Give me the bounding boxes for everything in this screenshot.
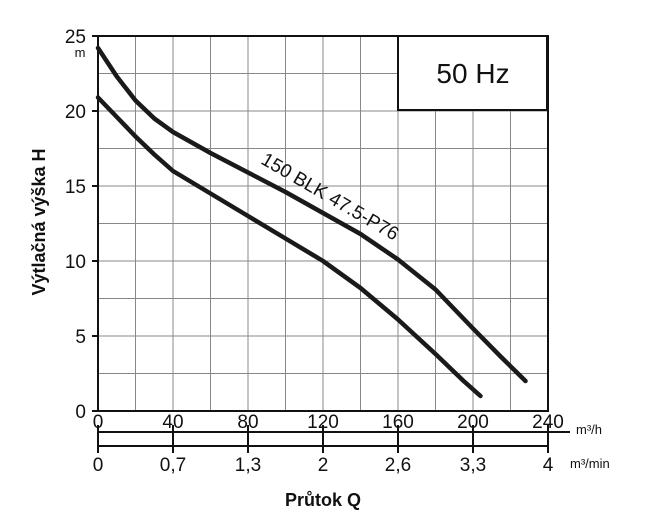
x-tick-label: 40 (162, 412, 183, 433)
x2-tick-label: 0 (93, 455, 104, 476)
x-axis-unit-primary: m³/h (576, 422, 602, 437)
y-tick-label: 0 (75, 402, 86, 423)
x2-tick-label: 2 (318, 455, 329, 476)
x-tick-label: 120 (307, 412, 339, 433)
plot-border (97, 35, 549, 412)
y-axis-unit: m (75, 45, 86, 60)
y-tick-label: 25 (65, 27, 86, 48)
x-axis-title: Průtok Q (285, 490, 361, 510)
x-tick-label: 200 (457, 412, 489, 433)
y-axis: 0 5 10 15 20 25 (65, 27, 98, 423)
y-axis-title: Výtlačná výška H (29, 148, 49, 295)
x2-tick-label: 2,6 (385, 455, 411, 476)
x-axis-secondary: 0 0,7 1,3 2 2,6 3,3 4 (93, 439, 554, 476)
plot-frame (97, 35, 549, 412)
x2-tick-label: 0,7 (160, 455, 186, 476)
y-tick-label: 15 (65, 177, 86, 198)
frequency-box: 50 Hz (397, 35, 548, 111)
curve-label-1: 150 BLK 47.5-P76 (257, 149, 402, 245)
curves (95, 45, 528, 399)
x-tick-label: 240 (532, 412, 564, 433)
frequency-label: 50 Hz (436, 58, 509, 89)
y-tick-label: 5 (75, 327, 86, 348)
y-tick-label: 20 (65, 102, 86, 123)
x2-tick-label: 1,3 (235, 455, 261, 476)
x-tick-label: 80 (237, 412, 258, 433)
x-tick-label: 160 (382, 412, 414, 433)
x-tick-label: 0 (93, 412, 104, 433)
curve-line-1 (95, 45, 528, 384)
curve-label-2: 150 BLK 45.5-P76 (0, 0, 78, 5)
x2-tick-label: 3,3 (460, 455, 486, 476)
x2-tick-label: 4 (543, 455, 554, 476)
curve-line-2 (95, 95, 483, 399)
y-tick-label: 10 (65, 252, 86, 273)
x-axis-unit-secondary: m³/min (570, 456, 610, 471)
x-axis-primary: 0 40 80 120 160 200 240 (93, 412, 570, 439)
frequency-box-rect (397, 35, 548, 111)
